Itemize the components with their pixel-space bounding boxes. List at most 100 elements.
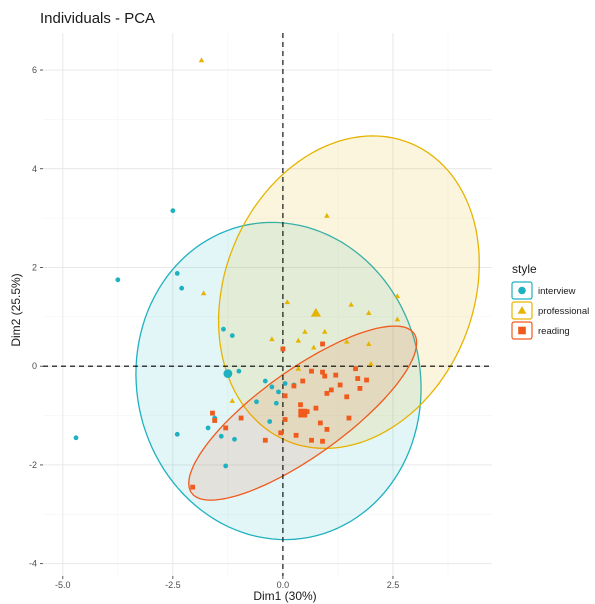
point-interview	[229, 333, 235, 338]
data-points	[73, 57, 401, 490]
point-interview	[221, 326, 226, 332]
point-interview	[254, 399, 259, 405]
point-professional	[310, 344, 317, 350]
point-professional	[365, 341, 372, 347]
point-reading	[291, 383, 297, 389]
point-professional	[365, 310, 372, 315]
point-professional	[394, 316, 401, 322]
point-reading	[262, 437, 268, 443]
point-reading	[333, 372, 339, 378]
confidence-ellipses	[135, 135, 480, 541]
point-reading	[282, 393, 288, 399]
point-reading	[282, 417, 288, 422]
x-axis-ticks: -5.0 -2.5 0.0 2.5	[55, 576, 399, 590]
point-interview	[269, 384, 275, 390]
point-reading	[324, 390, 330, 396]
point-interview	[218, 433, 224, 439]
point-reading	[298, 402, 303, 408]
legend-title: style	[512, 262, 537, 276]
point-reading	[304, 409, 310, 415]
point-reading	[278, 430, 284, 436]
legend-label-interview: interview	[538, 286, 576, 297]
centroid-reading	[298, 408, 308, 418]
point-reading	[324, 426, 330, 432]
legend-items: interview professional reading	[511, 281, 589, 340]
point-interview	[174, 271, 180, 276]
point-professional	[324, 212, 330, 218]
point-reading	[300, 378, 306, 384]
x-axis-title: Dim1 (30%)	[253, 589, 316, 603]
point-reading	[328, 387, 334, 393]
point-professional	[200, 290, 207, 296]
point-interview	[267, 419, 273, 424]
point-interview	[73, 435, 79, 441]
x-tick-label: -5.0	[55, 580, 71, 590]
point-interview	[115, 277, 121, 283]
plot-panel	[43, 33, 492, 576]
point-professional	[321, 328, 328, 334]
point-reading	[346, 415, 352, 421]
y-tick-label: 4	[32, 164, 37, 174]
y-tick-label: 0	[32, 361, 37, 371]
point-interview	[179, 285, 185, 291]
point-interview	[170, 208, 176, 214]
legend-marker-reading	[518, 326, 526, 335]
ellipse-professional	[217, 135, 480, 450]
centroid-professional	[310, 307, 321, 317]
point-interview	[262, 378, 268, 384]
point-reading	[320, 438, 325, 444]
point-reading	[337, 382, 343, 388]
point-interview	[174, 431, 180, 437]
point-interview	[236, 368, 242, 374]
point-reading	[344, 394, 350, 400]
chart-title: Individuals - PCA	[40, 10, 155, 27]
point-professional	[368, 360, 374, 366]
point-reading	[320, 341, 325, 347]
point-reading	[309, 437, 314, 443]
legend-label-reading: reading	[538, 326, 570, 337]
x-tick-label: 2.5	[387, 580, 400, 590]
point-professional	[229, 397, 236, 403]
point-interview	[232, 436, 237, 442]
y-tick-label: 2	[32, 262, 37, 272]
point-reading	[212, 418, 218, 423]
point-reading	[355, 376, 361, 381]
point-reading	[210, 410, 215, 416]
point-reading	[364, 377, 369, 383]
y-axis-title: Dim2 (25.5%)	[9, 273, 23, 346]
y-axis-ticks: -4 -2 0 2 4 6	[29, 65, 43, 569]
legend-label-professional: professional	[538, 306, 589, 317]
point-reading	[317, 420, 323, 426]
centroid-interview	[223, 369, 233, 379]
point-reading	[280, 346, 286, 352]
reference-lines	[43, 33, 492, 576]
point-interview	[205, 425, 211, 431]
point-interview	[273, 400, 279, 406]
point-professional	[269, 336, 275, 342]
legend-marker-interview	[518, 286, 526, 295]
point-professional	[284, 299, 291, 305]
point-reading	[320, 369, 325, 375]
point-professional	[295, 337, 302, 343]
point-reading	[313, 405, 319, 411]
legend: style interview professional reading	[511, 262, 589, 340]
x-tick-label: -2.5	[165, 580, 181, 590]
point-reading	[190, 484, 196, 490]
y-tick-label: -2	[29, 460, 37, 470]
point-interview	[223, 463, 229, 469]
point-reading	[223, 425, 229, 431]
point-interview	[276, 389, 281, 395]
point-reading	[322, 373, 328, 379]
point-professional	[198, 57, 205, 63]
point-reading	[293, 432, 299, 438]
point-reading	[238, 415, 244, 421]
y-tick-label: 6	[32, 65, 37, 75]
x-tick-label: 0.0	[277, 580, 290, 590]
point-professional	[302, 328, 308, 334]
y-tick-label: -4	[29, 559, 37, 569]
point-reading	[353, 366, 358, 372]
point-professional	[394, 293, 401, 299]
point-reading	[357, 386, 363, 391]
legend-marker-professional	[517, 306, 527, 314]
